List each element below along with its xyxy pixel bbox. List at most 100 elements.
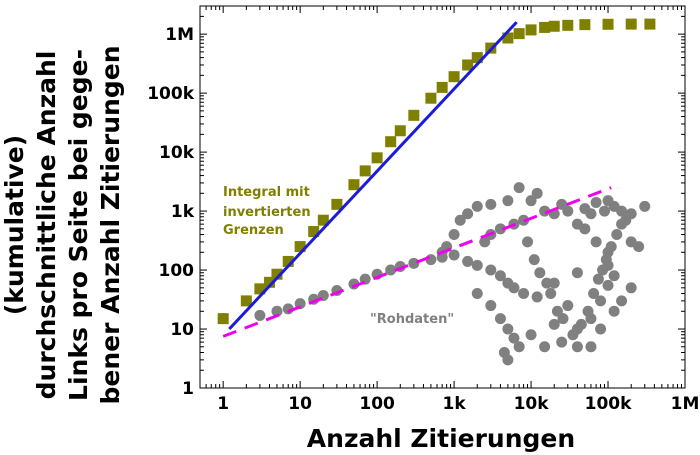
rohdaten-point xyxy=(539,341,551,353)
rohdaten-point xyxy=(639,200,651,212)
integral-point xyxy=(408,109,420,121)
rohdaten-point xyxy=(611,229,623,241)
rohdaten-point xyxy=(599,205,611,217)
y-tick-label: 1 xyxy=(182,379,194,399)
rohdaten-point xyxy=(462,255,474,267)
rohdaten-point xyxy=(448,229,460,241)
x-tick-label: 10 xyxy=(288,394,312,414)
x-tick-label: 100 xyxy=(359,394,395,414)
integral-point xyxy=(331,198,343,210)
integral-point xyxy=(548,20,560,32)
rohdaten-point xyxy=(608,270,620,282)
axis-title-layer: Anzahl Zitierungen (kumulative) durchsch… xyxy=(0,45,575,453)
rohdaten-point xyxy=(485,300,497,312)
integral-point xyxy=(562,19,574,31)
rohdaten-point xyxy=(448,249,460,261)
integral-point xyxy=(448,71,460,83)
x-tick-label: 100k xyxy=(585,394,632,414)
rohdaten-point xyxy=(545,288,557,300)
rohdaten-point xyxy=(385,264,397,276)
rohdaten-point xyxy=(531,291,543,303)
integral-point xyxy=(271,268,283,280)
y-axis-title-line-3: Links pro Seite bei gege- xyxy=(64,49,93,401)
rohdaten-point xyxy=(462,208,474,220)
rohdaten-point xyxy=(502,323,514,335)
integral-point xyxy=(217,313,229,325)
integral-point xyxy=(254,283,266,295)
x-tick-label: 1 xyxy=(217,394,229,414)
rohdaten-point xyxy=(588,288,600,300)
rohdaten-point xyxy=(562,300,574,312)
rohdaten-point xyxy=(528,254,540,266)
integral-point xyxy=(348,179,360,191)
rohdaten-point xyxy=(557,313,569,325)
series-label-integral-line-2: invertierten xyxy=(223,205,311,220)
rohdaten-point xyxy=(525,195,537,207)
series-label-rohdaten: "Rohdaten" xyxy=(370,312,454,327)
rohdaten-point xyxy=(539,205,551,217)
annotation-layer: Integral mit invertierten Grenzen "Rohda… xyxy=(223,185,454,327)
integral-point xyxy=(513,28,525,40)
rohdaten-point xyxy=(571,341,583,353)
x-tick-label: 1k xyxy=(443,394,467,414)
integral-point xyxy=(385,136,397,148)
integral-point xyxy=(625,18,637,30)
rohdaten-point xyxy=(518,288,530,300)
rohdaten-point xyxy=(541,277,553,289)
integral-point xyxy=(602,18,614,30)
rohdaten-point xyxy=(485,198,497,210)
rohdaten-point xyxy=(513,341,525,353)
rohdaten-point xyxy=(571,267,583,279)
integral-point xyxy=(462,59,474,71)
integral-point xyxy=(644,18,656,30)
rohdaten-point xyxy=(471,259,483,271)
rohdaten-point xyxy=(408,257,420,269)
rohdaten-point xyxy=(595,295,607,307)
rohdaten-point xyxy=(595,323,607,335)
rohdaten-point xyxy=(494,270,506,282)
rohdaten-point xyxy=(602,279,614,291)
rohdaten-point xyxy=(531,187,543,199)
rohdaten-point xyxy=(582,305,594,317)
rohdaten-point xyxy=(525,329,537,341)
series-label-integral-line-3: Grenzen xyxy=(223,223,284,238)
plot-layer: 1 10 100 1k 10k 100k 1M 1 10 100 1k 10k 100k 1M xyxy=(147,5,699,414)
rohdaten-point xyxy=(548,318,560,330)
rohdaten-point xyxy=(616,295,628,307)
marks-layer xyxy=(217,18,656,366)
rohdaten-point xyxy=(633,241,645,253)
rohdaten-point xyxy=(471,288,483,300)
rohdaten-point xyxy=(590,236,602,248)
rohdaten-point xyxy=(513,182,525,194)
rohdaten-point xyxy=(494,223,506,235)
rohdaten-point xyxy=(556,198,568,210)
rohdaten-point xyxy=(479,236,491,248)
rohdaten-point xyxy=(585,341,597,353)
integral-point xyxy=(317,214,329,226)
rohdaten-point xyxy=(498,346,510,358)
rohdaten-point xyxy=(605,241,617,253)
y-tick-label: 100 xyxy=(159,261,195,281)
rohdaten-point xyxy=(567,329,579,341)
dashed-fit-line xyxy=(222,186,612,338)
rohdaten-point xyxy=(590,196,602,208)
integral-point xyxy=(425,92,437,104)
rohdaten-point xyxy=(508,282,520,294)
y-axis-title-line-1: (kumulative) xyxy=(0,135,29,315)
y-tick-label: 100k xyxy=(147,84,194,104)
rohdaten-point xyxy=(579,223,591,235)
rohdaten-point xyxy=(592,273,604,285)
series-label-integral-line-1: Integral mit xyxy=(223,185,310,200)
integral-point xyxy=(264,276,276,288)
integral-point xyxy=(371,152,383,164)
rohdaten-point xyxy=(508,332,520,344)
rohdaten-point xyxy=(575,318,587,330)
integral-point xyxy=(394,125,406,137)
integral-point xyxy=(308,226,320,238)
solid-fit-line xyxy=(228,21,518,331)
rohdaten-point xyxy=(485,264,497,276)
y-axis-title-line-4: bener Anzahl Zitierungen xyxy=(96,45,125,404)
rohdaten-point xyxy=(597,264,609,276)
integral-point xyxy=(359,165,371,177)
